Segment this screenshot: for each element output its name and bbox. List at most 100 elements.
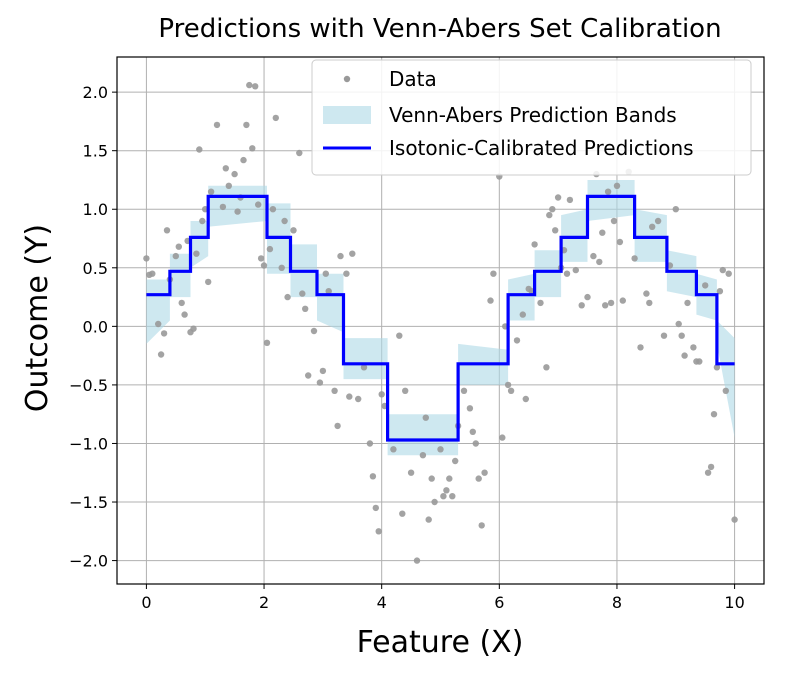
data-point [469,428,476,435]
x-tick-label: 0 [141,593,151,612]
y-tick-label: 1.5 [83,142,108,161]
data-point [284,293,291,301]
x-tick-label: 8 [612,593,622,612]
data-point [637,344,644,351]
data-point [325,288,332,295]
data-point [543,364,550,371]
data-point [396,332,403,339]
data-point [722,387,729,394]
data-point [440,493,447,500]
data-point [499,434,506,441]
data-point [490,270,497,277]
data-point [537,299,544,307]
data-point [240,156,247,164]
data-point [322,270,329,277]
legend: Data Venn-Abers Prediction Bands Isotoni… [311,59,752,176]
data-point [234,208,241,215]
data-point [143,255,150,262]
y-tick-label: 2.0 [83,83,108,102]
data-point [596,258,603,266]
y-tick-label: −0.5 [69,376,108,395]
data-point [460,387,468,394]
data-point [255,201,262,208]
data-points-layer [143,81,738,564]
y-tick-label: −1.0 [69,434,108,453]
data-point [269,206,277,213]
data-point [563,270,571,277]
data-point [172,252,179,260]
data-point [566,196,574,204]
data-point [222,165,229,172]
data-point [419,452,427,459]
data-point [428,475,435,482]
data-point [243,121,250,129]
data-point [519,311,526,318]
data-point [260,262,268,269]
data-point [599,229,606,236]
data-point [707,463,715,471]
data-point [299,290,306,297]
data-point [602,302,609,309]
data-point [319,367,327,375]
data-point [190,325,197,332]
data-point [378,391,385,398]
data-point [678,332,685,339]
legend-label-line: Isotonic-Calibrated Predictions [389,136,694,160]
data-point [252,83,259,90]
data-point [552,227,559,234]
data-point [296,149,303,157]
y-tick-label: −1.5 [69,493,108,512]
data-point [163,227,171,234]
y-tick-label: −2.0 [69,552,108,571]
data-point [422,414,429,421]
data-point [478,522,485,529]
data-point [604,188,612,195]
x-tick-label: 6 [494,593,504,612]
data-point [407,469,415,476]
data-point [713,364,721,371]
data-point [449,493,456,500]
chart-title: Predictions with Venn-Abers Set Calibrat… [158,14,721,44]
data-point [199,217,206,225]
calibrated-line-layer [146,194,735,442]
data-point [246,81,253,89]
data-point [431,498,438,506]
data-point [181,311,188,318]
data-point [472,440,479,447]
data-point [690,344,697,351]
data-point [619,297,626,304]
data-point [531,241,538,248]
data-point [613,182,621,189]
data-point [507,387,515,394]
legend-band-swatch [323,106,371,124]
data-point [481,469,488,476]
data-point [413,557,421,564]
data-point [366,440,374,447]
data-point [590,252,597,260]
data-point [675,320,682,328]
data-point [263,339,271,346]
data-point [390,446,397,453]
data-point [257,255,265,262]
data-point [513,337,521,344]
data-point [684,299,691,307]
data-point [281,217,288,225]
legend-data-marker [343,75,351,83]
data-point [249,145,256,152]
data-point [349,250,356,257]
y-tick-label: 1.0 [83,200,108,219]
data-point [704,469,712,476]
data-point [157,351,165,358]
data-point [402,387,409,394]
data-point [310,327,318,335]
legend-label-data: Data [389,67,437,91]
data-point [681,352,688,359]
data-point [346,393,353,400]
data-point [231,170,238,178]
data-point [302,305,309,312]
data-point [654,217,662,225]
data-point [546,211,553,219]
data-point [702,282,709,289]
data-point [716,288,724,295]
